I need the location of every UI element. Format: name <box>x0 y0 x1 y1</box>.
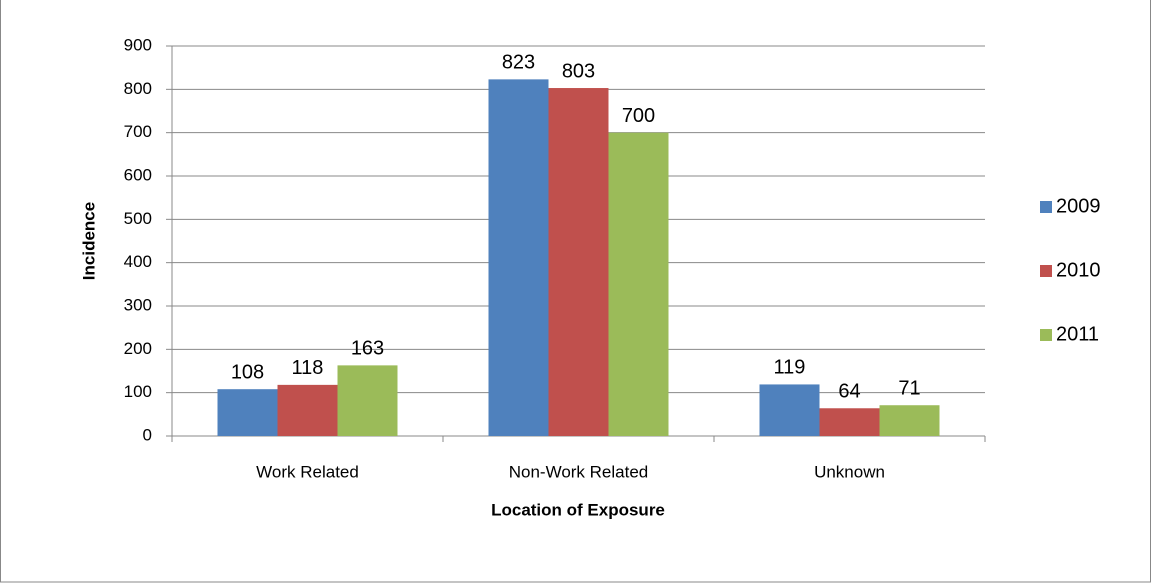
y-tick-label: 600 <box>124 165 152 184</box>
bar <box>548 88 609 437</box>
y-axis-title: Incidence <box>79 202 98 280</box>
y-tick-label: 300 <box>124 295 152 314</box>
bar <box>819 408 880 436</box>
x-axis-title: Location of Exposure <box>491 500 665 519</box>
y-tick-label: 0 <box>143 425 152 444</box>
y-tick-label: 900 <box>124 35 152 54</box>
bar <box>217 389 278 436</box>
legend-label: 2011 <box>1056 323 1099 345</box>
legend-label: 2010 <box>1056 259 1101 281</box>
x-tick-label: Unknown <box>814 462 885 481</box>
y-tick-label: 800 <box>124 79 152 98</box>
bar <box>337 365 398 436</box>
data-label: 118 <box>292 357 324 379</box>
bar <box>879 405 940 436</box>
data-label: 71 <box>898 378 920 400</box>
data-label: 64 <box>838 381 860 403</box>
data-label: 119 <box>774 357 806 379</box>
legend-swatch <box>1040 265 1052 277</box>
bar <box>488 79 549 436</box>
y-tick-label: 100 <box>124 382 152 401</box>
legend-label: 2009 <box>1056 195 1101 217</box>
data-label: 700 <box>622 105 655 127</box>
bar <box>277 384 338 436</box>
data-label: 803 <box>562 60 595 82</box>
y-tick-label: 500 <box>124 209 152 228</box>
data-label: 823 <box>502 52 535 74</box>
y-tick-label: 700 <box>124 122 152 141</box>
y-tick-label: 400 <box>124 252 152 271</box>
data-label: 163 <box>351 338 384 360</box>
x-tick-label: Work Related <box>256 462 359 481</box>
bar <box>608 132 669 436</box>
legend-swatch <box>1040 329 1052 341</box>
legend-swatch <box>1040 201 1052 213</box>
data-label: 108 <box>231 361 264 383</box>
bar <box>759 384 820 436</box>
x-tick-label: Non-Work Related <box>509 462 649 481</box>
y-tick-label: 200 <box>124 339 152 358</box>
